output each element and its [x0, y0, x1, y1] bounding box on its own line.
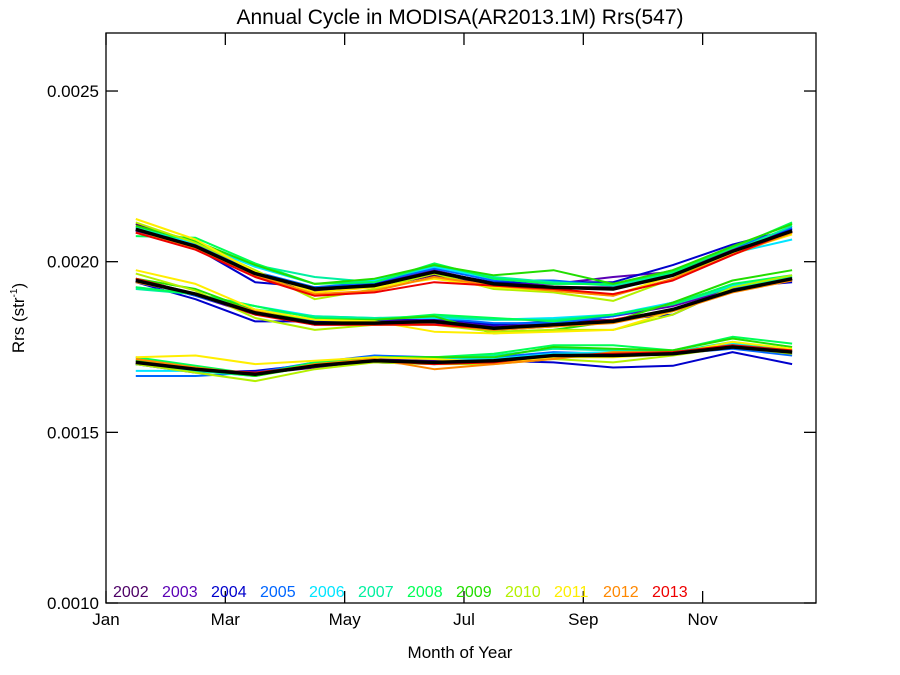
x-axis-label: Month of Year: [408, 643, 513, 662]
y-tick-label: 0.0020: [47, 253, 99, 272]
legend-entry-2010: 2010: [505, 584, 541, 601]
chart-title: Annual Cycle in MODISA(AR2013.1M) Rrs(54…: [237, 6, 684, 29]
legend-entry-2002: 2002: [113, 584, 149, 601]
y-axis-label-end: ): [9, 283, 28, 289]
plot-frame: [105, 32, 817, 604]
legend-entry-2003: 2003: [162, 584, 198, 601]
x-tick-label: Jul: [453, 610, 475, 629]
y-axis-label-main: Rrs (str: [9, 297, 28, 353]
x-tick-label: Mar: [211, 610, 241, 629]
legend-entry-2009: 2009: [456, 584, 492, 601]
legend-entry-2013: 2013: [652, 584, 688, 601]
mean-line-lower: [135, 345, 793, 377]
x-tick-label: Sep: [568, 610, 598, 629]
x-tick-label: Jan: [92, 610, 119, 629]
y-tick-label: 0.0025: [47, 82, 99, 101]
legend-entry-2006: 2006: [309, 584, 345, 601]
y-axis-label: Rrs (str-1): [9, 283, 28, 353]
legend-entry-2011: 2011: [554, 584, 589, 601]
y-axis-label-sup: -1: [9, 288, 20, 297]
series-line-2009-upper: [135, 223, 793, 285]
mean-line-upper: [135, 227, 793, 291]
mean-line-middle: [135, 276, 793, 330]
series-lines: [135, 218, 793, 383]
legend: 2002 2003 2004 2005 2006 2007 2008 2009 2010 2011…: [113, 584, 688, 601]
axes: 0.0010 0.0015 0.0020 0.0025 Jan Mar May Jul Sep N…: [47, 33, 816, 629]
series-line-2013-upper: [135, 230, 793, 297]
x-tick-label: Nov: [688, 610, 719, 629]
series-line-2008-middle: [135, 274, 793, 323]
x-tick-label: May: [329, 610, 362, 629]
legend-entry-2004: 2004: [211, 584, 247, 601]
y-tick-label: 0.0010: [47, 594, 99, 613]
y-tick-label: 0.0015: [47, 423, 99, 442]
legend-entry-2005: 2005: [260, 584, 296, 601]
legend-entry-2008: 2008: [407, 584, 443, 601]
legend-entry-2012: 2012: [603, 584, 639, 601]
legend-entry-2007: 2007: [358, 584, 394, 601]
